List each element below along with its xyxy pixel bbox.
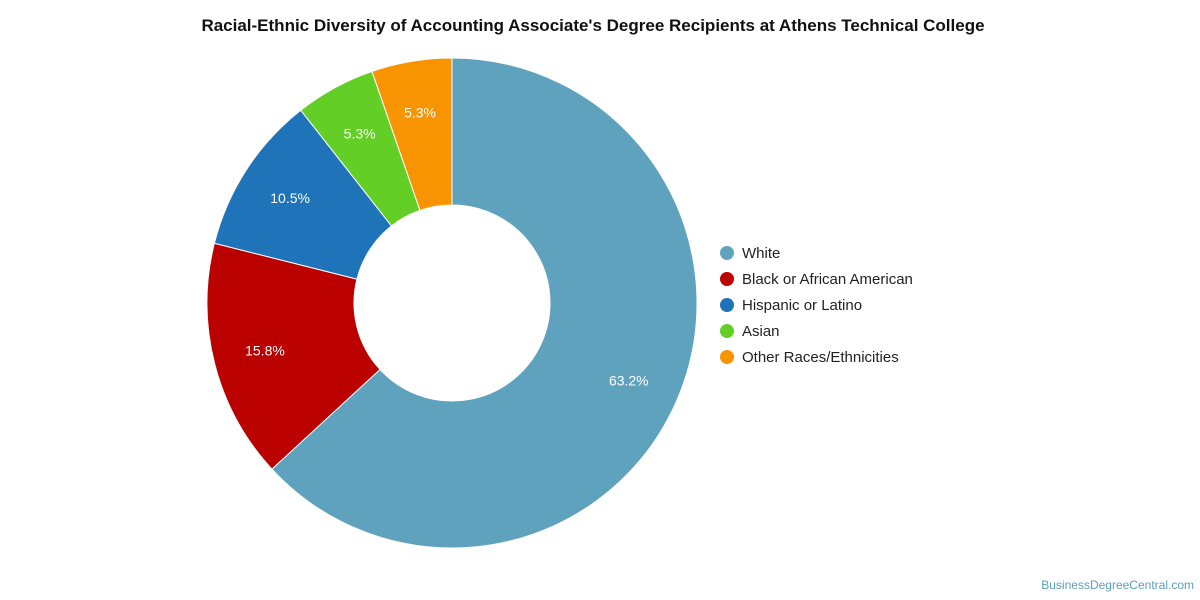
slice-other-races-ethnicities xyxy=(371,57,453,212)
legend-item-hispanic-or-latino[interactable]: Hispanic or Latino xyxy=(720,292,913,318)
source-watermark: BusinessDegreeCentral.com xyxy=(1041,578,1194,592)
data-label-other-races-ethnicities: 5.3% xyxy=(404,105,436,121)
legend-item-asian[interactable]: Asian xyxy=(720,318,913,344)
legend-swatch-icon xyxy=(720,350,734,364)
legend-label: Asian xyxy=(742,322,780,340)
legend-label: White xyxy=(742,244,781,262)
legend-item-white[interactable]: White xyxy=(720,240,913,266)
legend-label: Other Races/Ethnicities xyxy=(742,348,899,366)
legend-label: Black or African American xyxy=(742,270,913,288)
data-label-white: 63.2% xyxy=(609,372,649,388)
slice-white xyxy=(271,57,698,549)
chart-title: Racial-Ethnic Diversity of Accounting As… xyxy=(201,16,985,35)
slice-hispanic-or-latino xyxy=(213,109,393,280)
legend-swatch-icon xyxy=(720,246,734,260)
legend-label: Hispanic or Latino xyxy=(742,296,863,314)
data-label-black-or-african-american: 15.8% xyxy=(245,343,285,359)
data-label-hispanic-or-latino: 10.5% xyxy=(270,190,310,206)
chart-legend: White Black or African American Hispanic o… xyxy=(720,240,913,370)
legend-item-black-or-african-american[interactable]: Black or African American xyxy=(720,266,913,292)
legend-swatch-icon xyxy=(720,324,734,338)
legend-swatch-icon xyxy=(720,272,734,286)
data-label-asian: 5.3% xyxy=(344,126,376,142)
slice-black-or-african-american xyxy=(206,242,381,470)
legend-swatch-icon xyxy=(720,298,734,312)
legend-item-other-races-ethnicities[interactable]: Other Races/Ethnicities xyxy=(720,344,913,370)
